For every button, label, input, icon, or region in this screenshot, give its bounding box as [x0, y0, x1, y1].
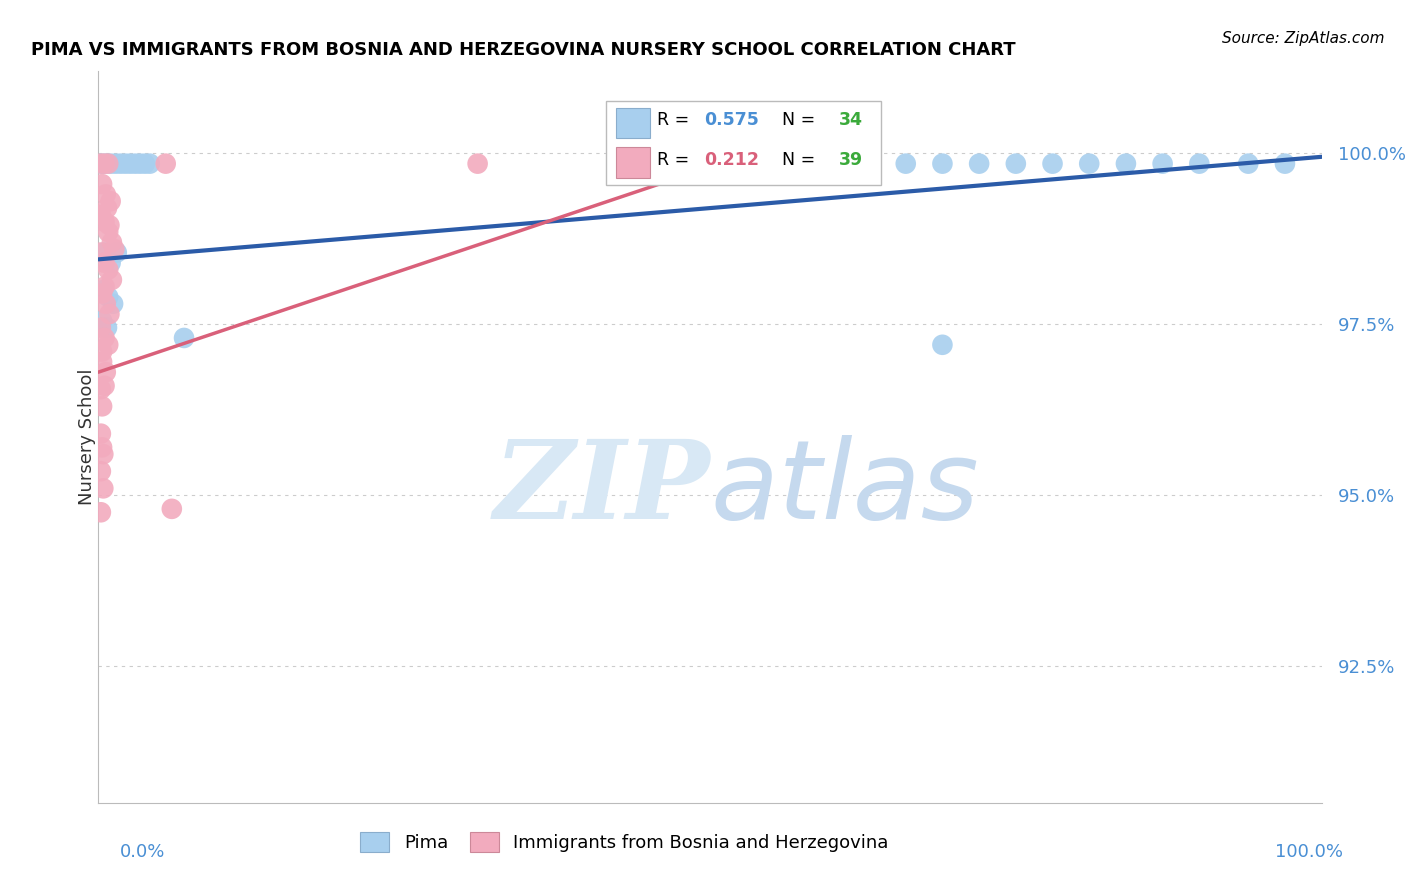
Point — [93, 331, 115, 345]
Point — [100, 256, 122, 270]
Point — [1004, 156, 1026, 170]
Text: 34: 34 — [838, 111, 862, 129]
Point — [90, 505, 112, 519]
Point — [97, 290, 120, 304]
Point — [91, 355, 114, 369]
Point — [894, 156, 917, 170]
Point — [97, 225, 120, 239]
Point — [1115, 156, 1137, 170]
Point — [100, 156, 122, 170]
Point — [1078, 156, 1101, 170]
Point — [139, 156, 162, 170]
Point — [96, 201, 118, 215]
Point — [91, 447, 114, 461]
Point — [129, 156, 152, 170]
Point — [93, 279, 115, 293]
Point — [97, 262, 120, 277]
Point — [124, 156, 146, 170]
Legend: Pima, Immigrants from Bosnia and Herzegovina: Pima, Immigrants from Bosnia and Herzego… — [353, 825, 896, 860]
Point — [772, 156, 794, 170]
Text: N =: N = — [770, 152, 821, 169]
Point — [94, 297, 117, 311]
Point — [101, 235, 124, 250]
Point — [91, 283, 114, 297]
Text: R =: R = — [658, 152, 695, 169]
Point — [931, 338, 953, 352]
Point — [91, 314, 114, 328]
FancyBboxPatch shape — [606, 101, 882, 185]
Point — [90, 320, 112, 334]
Point — [91, 344, 114, 359]
Point — [155, 156, 177, 170]
Point — [931, 156, 953, 170]
Point — [100, 194, 122, 209]
Point — [90, 426, 112, 441]
Point — [101, 297, 124, 311]
Point — [105, 245, 128, 260]
Point — [90, 245, 112, 260]
Text: 0.575: 0.575 — [704, 111, 759, 129]
Point — [91, 177, 114, 191]
Text: atlas: atlas — [710, 434, 979, 541]
Point — [90, 208, 112, 222]
Point — [93, 156, 115, 170]
Point — [90, 156, 112, 170]
Point — [467, 156, 489, 170]
Point — [93, 379, 115, 393]
Point — [97, 338, 120, 352]
Point — [91, 400, 114, 414]
Y-axis label: Nursery School: Nursery School — [79, 368, 96, 506]
Point — [90, 464, 112, 478]
Point — [91, 440, 114, 454]
Point — [1274, 156, 1296, 170]
Point — [110, 156, 132, 170]
Point — [104, 156, 127, 170]
Point — [94, 187, 117, 202]
Point — [120, 156, 142, 170]
Point — [98, 218, 121, 232]
Point — [93, 245, 115, 260]
Text: 39: 39 — [838, 152, 863, 169]
Point — [94, 365, 117, 379]
Point — [90, 382, 112, 396]
Point — [134, 156, 156, 170]
Point — [103, 242, 125, 256]
Point — [114, 156, 136, 170]
Point — [821, 156, 844, 170]
Text: 100.0%: 100.0% — [1275, 843, 1343, 861]
Point — [967, 156, 990, 170]
Point — [97, 156, 120, 170]
Point — [173, 331, 195, 345]
Point — [858, 156, 880, 170]
Point — [93, 215, 115, 229]
Point — [93, 256, 115, 270]
Text: R =: R = — [658, 111, 695, 129]
Text: ZIP: ZIP — [494, 434, 710, 542]
Point — [1042, 156, 1064, 170]
Point — [1152, 156, 1174, 170]
Text: 0.212: 0.212 — [704, 152, 759, 169]
Text: N =: N = — [770, 111, 821, 129]
Text: 0.0%: 0.0% — [120, 843, 165, 861]
Point — [91, 481, 114, 495]
Point — [1188, 156, 1211, 170]
FancyBboxPatch shape — [616, 108, 650, 138]
Point — [96, 320, 118, 334]
Point — [98, 307, 121, 321]
FancyBboxPatch shape — [616, 147, 650, 178]
Text: Source: ZipAtlas.com: Source: ZipAtlas.com — [1222, 31, 1385, 46]
Point — [101, 273, 124, 287]
Text: PIMA VS IMMIGRANTS FROM BOSNIA AND HERZEGOVINA NURSERY SCHOOL CORRELATION CHART: PIMA VS IMMIGRANTS FROM BOSNIA AND HERZE… — [31, 41, 1015, 59]
Point — [160, 501, 183, 516]
Point — [94, 156, 117, 170]
Point — [1237, 156, 1260, 170]
Point — [91, 286, 114, 301]
Point — [91, 156, 114, 170]
